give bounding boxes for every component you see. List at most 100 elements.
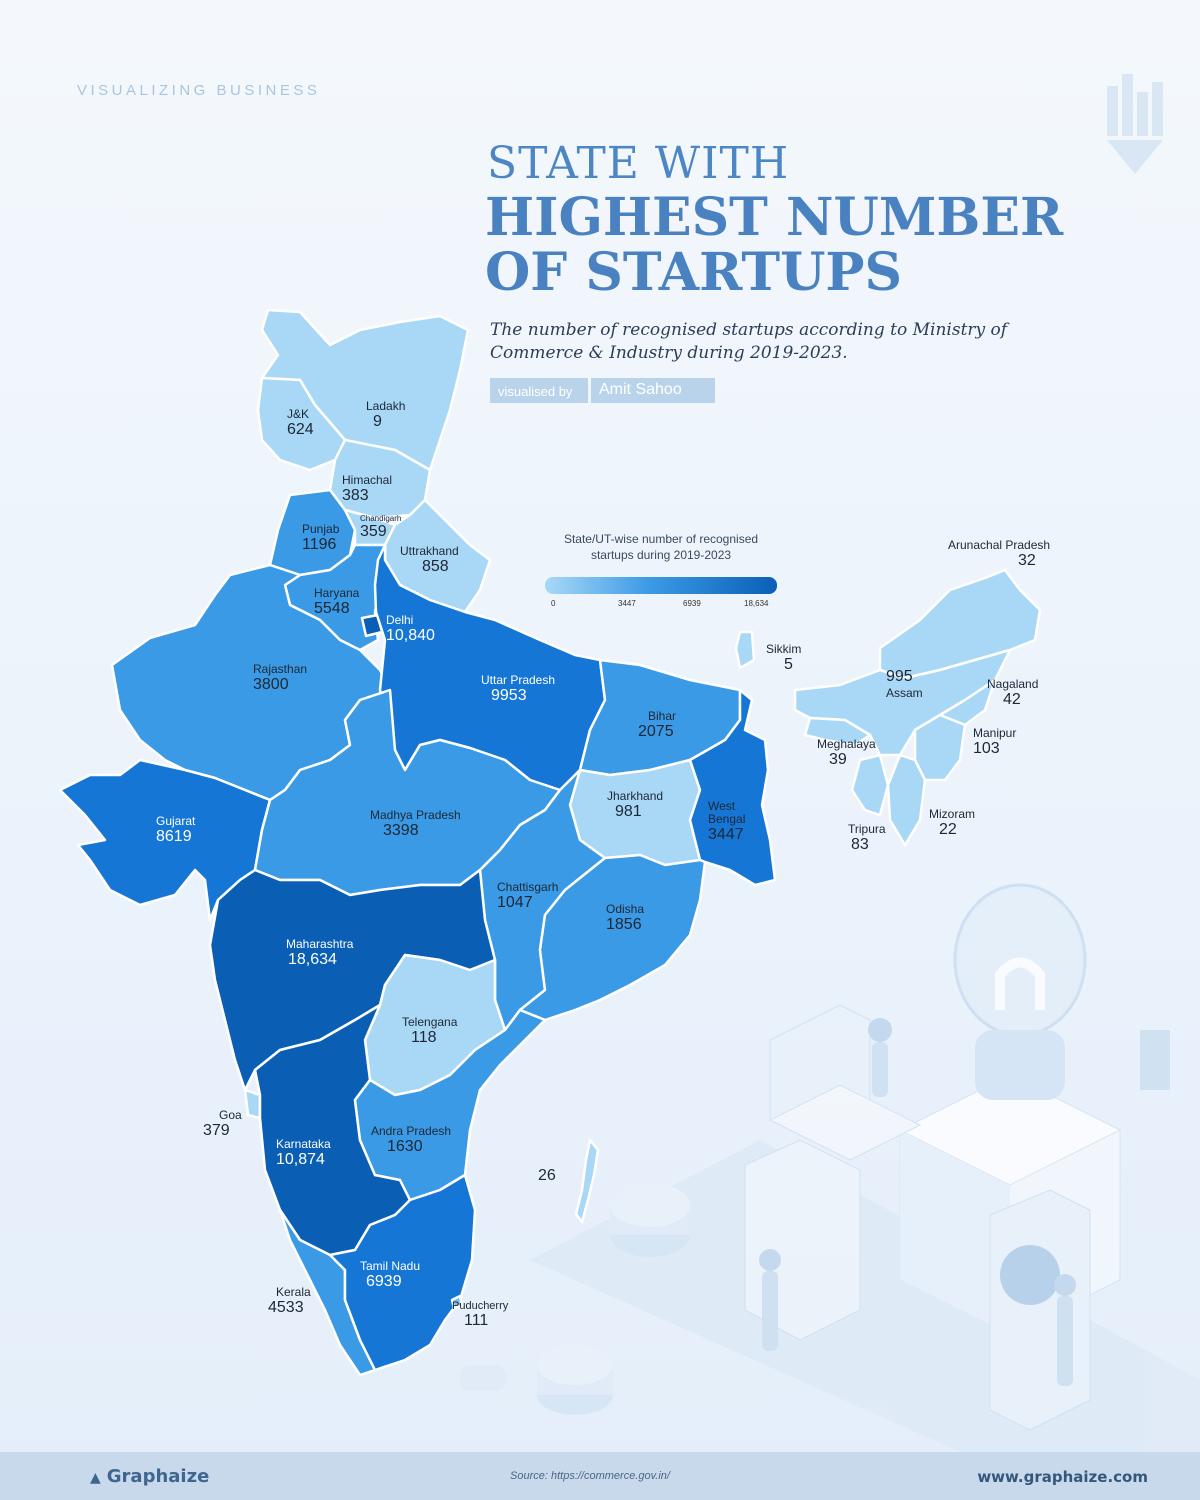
legend-title-line-1: State/UT-wise number of recognised bbox=[563, 532, 759, 546]
label-uttarakhand: Uttrakhand 858 bbox=[400, 544, 459, 576]
state-name: Nagaland bbox=[987, 677, 1039, 691]
label-kerala: Kerala 4533 bbox=[268, 1285, 311, 1317]
title-line-1: STATE WITH bbox=[487, 138, 790, 189]
state-value: 1630 bbox=[387, 1138, 423, 1155]
label-haryana: Haryana 5548 bbox=[314, 586, 359, 618]
state-name: Punjab bbox=[302, 522, 340, 536]
label-himachal: Himachal 383 bbox=[342, 473, 392, 505]
region-tripura bbox=[850, 753, 890, 817]
legend-gradient-bar bbox=[545, 577, 777, 594]
state-name: Gujarat bbox=[156, 814, 196, 828]
state-value: 624 bbox=[287, 421, 314, 438]
legend-title-line-2: startups during 2019-2023 bbox=[590, 548, 732, 562]
pencil-logo-icon: ▲ bbox=[90, 1470, 101, 1486]
label-chandigarh: Chandigarh 359 bbox=[360, 514, 401, 541]
state-name: Sikkim bbox=[766, 642, 802, 656]
label-tripura: Tripura 83 bbox=[848, 822, 886, 854]
state-name: Tripura bbox=[848, 822, 886, 836]
region-jk bbox=[256, 376, 347, 472]
state-name: Kerala bbox=[276, 1285, 311, 1299]
label-arunachal: Arunachal Pradesh 32 bbox=[948, 538, 1050, 570]
state-value: 6939 bbox=[366, 1273, 402, 1290]
region-mizoram bbox=[886, 753, 927, 847]
state-name: Tamil Nadu bbox=[360, 1259, 421, 1273]
state-name: Jharkhand bbox=[607, 789, 664, 803]
region-manipur bbox=[913, 713, 967, 782]
label-delhi: Delhi 10,840 bbox=[386, 613, 435, 645]
label-maharashtra: Maharashtra 18,634 bbox=[286, 937, 353, 969]
label-nagaland: Nagaland 42 bbox=[987, 677, 1038, 709]
state-name: Rajasthan bbox=[253, 662, 308, 676]
state-name: Karnataka bbox=[276, 1137, 331, 1151]
kicker-text: VISUALIZING BUSINESS bbox=[77, 82, 321, 99]
legend-tick: 3447 bbox=[618, 599, 636, 608]
state-value: 383 bbox=[342, 487, 369, 504]
state-value: 359 bbox=[360, 523, 387, 540]
state-value: 83 bbox=[851, 836, 869, 853]
state-value: 8619 bbox=[156, 828, 192, 845]
state-value: 32 bbox=[1018, 552, 1036, 569]
state-name: Uttar Pradesh bbox=[481, 673, 556, 687]
region-nagaland bbox=[938, 678, 997, 727]
label-meghalaya: Meghalaya 39 bbox=[817, 737, 876, 769]
legend-ticks: 0 3447 6939 18,634 bbox=[545, 599, 777, 613]
state-value: 3398 bbox=[383, 822, 419, 839]
state-value: 10,840 bbox=[386, 627, 435, 644]
label-ladakh: Ladakh 9 bbox=[366, 399, 405, 431]
state-name: Mizoram bbox=[929, 807, 976, 821]
footer-bar: ▲ Graphaize Source: https://commerce.gov.… bbox=[0, 1452, 1200, 1500]
state-value: 1196 bbox=[302, 536, 337, 553]
state-value: 1856 bbox=[606, 916, 642, 933]
footer-brand: ▲ Graphaize bbox=[90, 1466, 209, 1487]
state-name: Bihar bbox=[648, 709, 677, 723]
region-odisha bbox=[518, 853, 707, 1022]
label-sikkim: Sikkim 5 bbox=[766, 642, 801, 674]
label-uttar-pradesh: Uttar Pradesh 9953 bbox=[481, 673, 555, 705]
source-text: Source: https://commerce.gov.in/ bbox=[510, 1470, 670, 1482]
state-name: Chandigarh bbox=[360, 514, 402, 523]
legend-title: State/UT-wise number of recognised start… bbox=[545, 531, 777, 563]
label-tamil-nadu: Tamil Nadu 6939 bbox=[360, 1259, 420, 1291]
website-link[interactable]: www.graphaize.com bbox=[977, 1468, 1148, 1486]
state-name: Telengana bbox=[402, 1015, 458, 1029]
title-block: HIGHEST NUMBER OF STARTUPS bbox=[485, 190, 1063, 300]
state-value: 18,634 bbox=[288, 951, 337, 968]
state-value: 995 bbox=[886, 668, 913, 685]
state-value: 103 bbox=[973, 740, 1000, 757]
state-name: Chattisgarh bbox=[497, 880, 559, 894]
subtitle: The number of recognised startups accord… bbox=[490, 320, 1008, 363]
label-odisha: Odisha 1856 bbox=[606, 902, 644, 934]
state-name: Haryana bbox=[314, 586, 360, 600]
legend-tick: 6939 bbox=[683, 599, 701, 608]
brand-name: Graphaize bbox=[106, 1466, 210, 1487]
state-name: Puducherry bbox=[452, 1300, 509, 1312]
state-value: 22 bbox=[939, 821, 957, 838]
region-puducherry bbox=[450, 1294, 464, 1310]
state-value: 1047 bbox=[497, 894, 533, 911]
label-telangana: Telengana 118 bbox=[402, 1015, 457, 1047]
region-tamil-nadu bbox=[328, 1173, 477, 1372]
state-name: Uttrakhand bbox=[400, 544, 459, 558]
region-andhra-pradesh bbox=[353, 1008, 547, 1202]
state-name: Odisha bbox=[606, 902, 645, 916]
state-value: 858 bbox=[422, 558, 449, 575]
state-name: Andra Pradesh bbox=[371, 1124, 452, 1138]
label-jharkhand: Jharkhand 981 bbox=[607, 789, 663, 821]
state-name: Himachal bbox=[342, 473, 393, 487]
state-name: Assam bbox=[886, 686, 923, 700]
region-west-bengal bbox=[688, 688, 777, 887]
label-andhra-pradesh: Andra Pradesh 1630 bbox=[371, 1124, 451, 1156]
credit-name: Amit Sahoo bbox=[591, 378, 715, 403]
label-karnataka: Karnataka 10,874 bbox=[276, 1137, 331, 1169]
state-value: 2075 bbox=[638, 723, 674, 740]
state-name: Delhi bbox=[386, 613, 414, 627]
state-value: 3447 bbox=[708, 826, 744, 843]
state-name: Meghalaya bbox=[817, 737, 876, 751]
color-legend: State/UT-wise number of recognised start… bbox=[545, 531, 777, 613]
label-goa: Goa 379 bbox=[203, 1108, 242, 1140]
label-manipur: Manipur 103 bbox=[973, 726, 1016, 758]
state-value: 26 bbox=[538, 1167, 556, 1184]
state-value: 379 bbox=[203, 1122, 230, 1139]
state-name: Madhya Pradesh bbox=[370, 808, 461, 822]
